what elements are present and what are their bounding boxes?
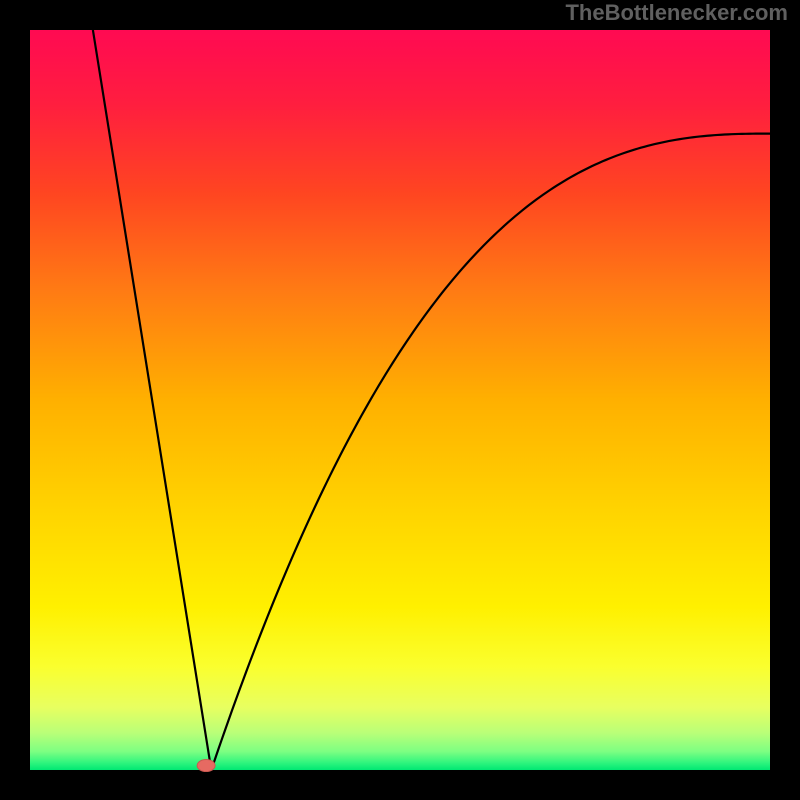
your-config-marker [197, 760, 215, 772]
attribution-label: TheBottlenecker.com [565, 0, 788, 26]
gradient-background [30, 30, 770, 770]
stage: TheBottlenecker.com [0, 0, 800, 800]
plot-svg [0, 0, 800, 800]
